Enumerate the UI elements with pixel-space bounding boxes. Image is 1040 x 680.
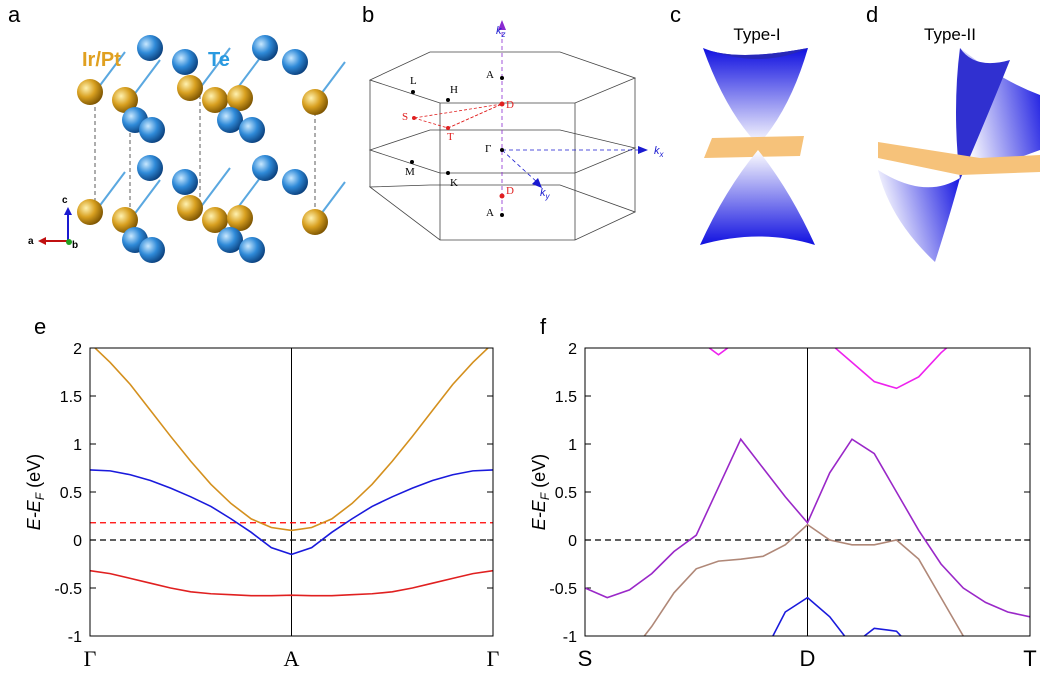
te-atom — [282, 49, 308, 75]
bz-label: L — [410, 75, 417, 87]
y-tick-label: 0 — [568, 533, 577, 550]
x-tick-label: S — [578, 646, 593, 671]
axis-triad — [38, 207, 72, 245]
te-atom — [282, 169, 308, 195]
ir-atom — [302, 209, 328, 235]
ir-atom — [177, 195, 203, 221]
y-tick-label: 1.5 — [555, 389, 577, 406]
page: a b c d e f Ir/Pt Te c a b L — [0, 0, 1040, 680]
axis-label: c — [62, 195, 68, 206]
te-atom — [139, 117, 165, 143]
bz-label: T — [447, 131, 454, 143]
panel-label: f — [540, 314, 547, 339]
ir-atom — [77, 79, 103, 105]
bz-label: A — [486, 207, 494, 219]
bz-label: A — [486, 69, 494, 81]
te-atom — [137, 35, 163, 61]
k-axis-label: kx — [654, 145, 665, 159]
brillouin-zone — [370, 25, 640, 240]
te-atom — [172, 169, 198, 195]
y-axis-label-part: (eV) — [529, 454, 549, 488]
ir-atom — [77, 199, 103, 225]
y-tick-label: -0.5 — [549, 581, 577, 598]
te-atom — [239, 117, 265, 143]
x-tick-label: D — [800, 646, 816, 671]
ir-atom — [177, 75, 203, 101]
panel-label: b — [362, 2, 374, 27]
y-tick-label: -1 — [563, 629, 577, 646]
x-tick-label: A — [284, 646, 300, 671]
y-tick-label: 2 — [568, 341, 577, 358]
cone-title: Type-II — [924, 25, 976, 44]
ir-atom — [302, 89, 328, 115]
bz-label: H — [450, 84, 458, 96]
y-tick-label: 0 — [73, 533, 82, 550]
bz-label: K — [450, 177, 458, 189]
te-atom — [239, 237, 265, 263]
figure: a b c d e f Ir/Pt Te c a b L — [0, 0, 1040, 680]
y-tick-label: 1 — [568, 437, 577, 454]
x-tick-label: Γ — [84, 646, 97, 671]
panel-label: c — [670, 2, 681, 27]
axis-label: a — [28, 236, 34, 247]
y-tick-label: 1 — [73, 437, 82, 454]
bond — [200, 168, 230, 208]
axis-label: b — [72, 240, 78, 251]
type-i-cone — [700, 48, 815, 245]
y-tick-label: 1.5 — [60, 389, 82, 406]
panel-label: d — [866, 2, 878, 27]
atom-label: Ir/Pt — [82, 49, 121, 71]
y-axis-label-part: (eV) — [24, 454, 44, 488]
band-line — [696, 334, 963, 389]
x-tick-label: Γ — [487, 646, 500, 671]
bz-label: S — [402, 111, 408, 123]
bz-label: Γ — [485, 143, 491, 155]
atom-label: Te — [208, 49, 230, 71]
y-tick-label: -1 — [68, 629, 82, 646]
y-axis-label: E-EF (eV) — [24, 454, 47, 530]
band-line — [763, 598, 919, 656]
k-axis-label: ky — [540, 187, 551, 201]
x-tick-label: T — [1023, 646, 1036, 671]
y-tick-label: 2 — [73, 341, 82, 358]
bz-label: D — [506, 99, 514, 111]
y-axis-label-part: E-E — [24, 499, 44, 530]
te-atom — [139, 237, 165, 263]
y-axis-label: E-EF (eV) — [529, 454, 552, 530]
panel-label: e — [34, 314, 46, 339]
cone-title: Type-I — [733, 25, 780, 44]
te-atom — [137, 155, 163, 181]
bz-points — [410, 20, 648, 217]
te-atom — [172, 49, 198, 75]
y-axis-label-part: E-E — [529, 499, 549, 530]
y-tick-label: 0.5 — [555, 485, 577, 502]
y-tick-label: 0.5 — [60, 485, 82, 502]
bz-label: M — [405, 166, 415, 178]
te-atom — [252, 35, 278, 61]
y-axis-label-part: F — [538, 492, 552, 500]
type-ii-cone — [878, 48, 1040, 262]
bz-label: D — [506, 185, 514, 197]
te-atom — [252, 155, 278, 181]
y-axis-label-part: F — [33, 492, 47, 500]
y-tick-label: -0.5 — [54, 581, 82, 598]
panel-label: a — [8, 2, 21, 27]
